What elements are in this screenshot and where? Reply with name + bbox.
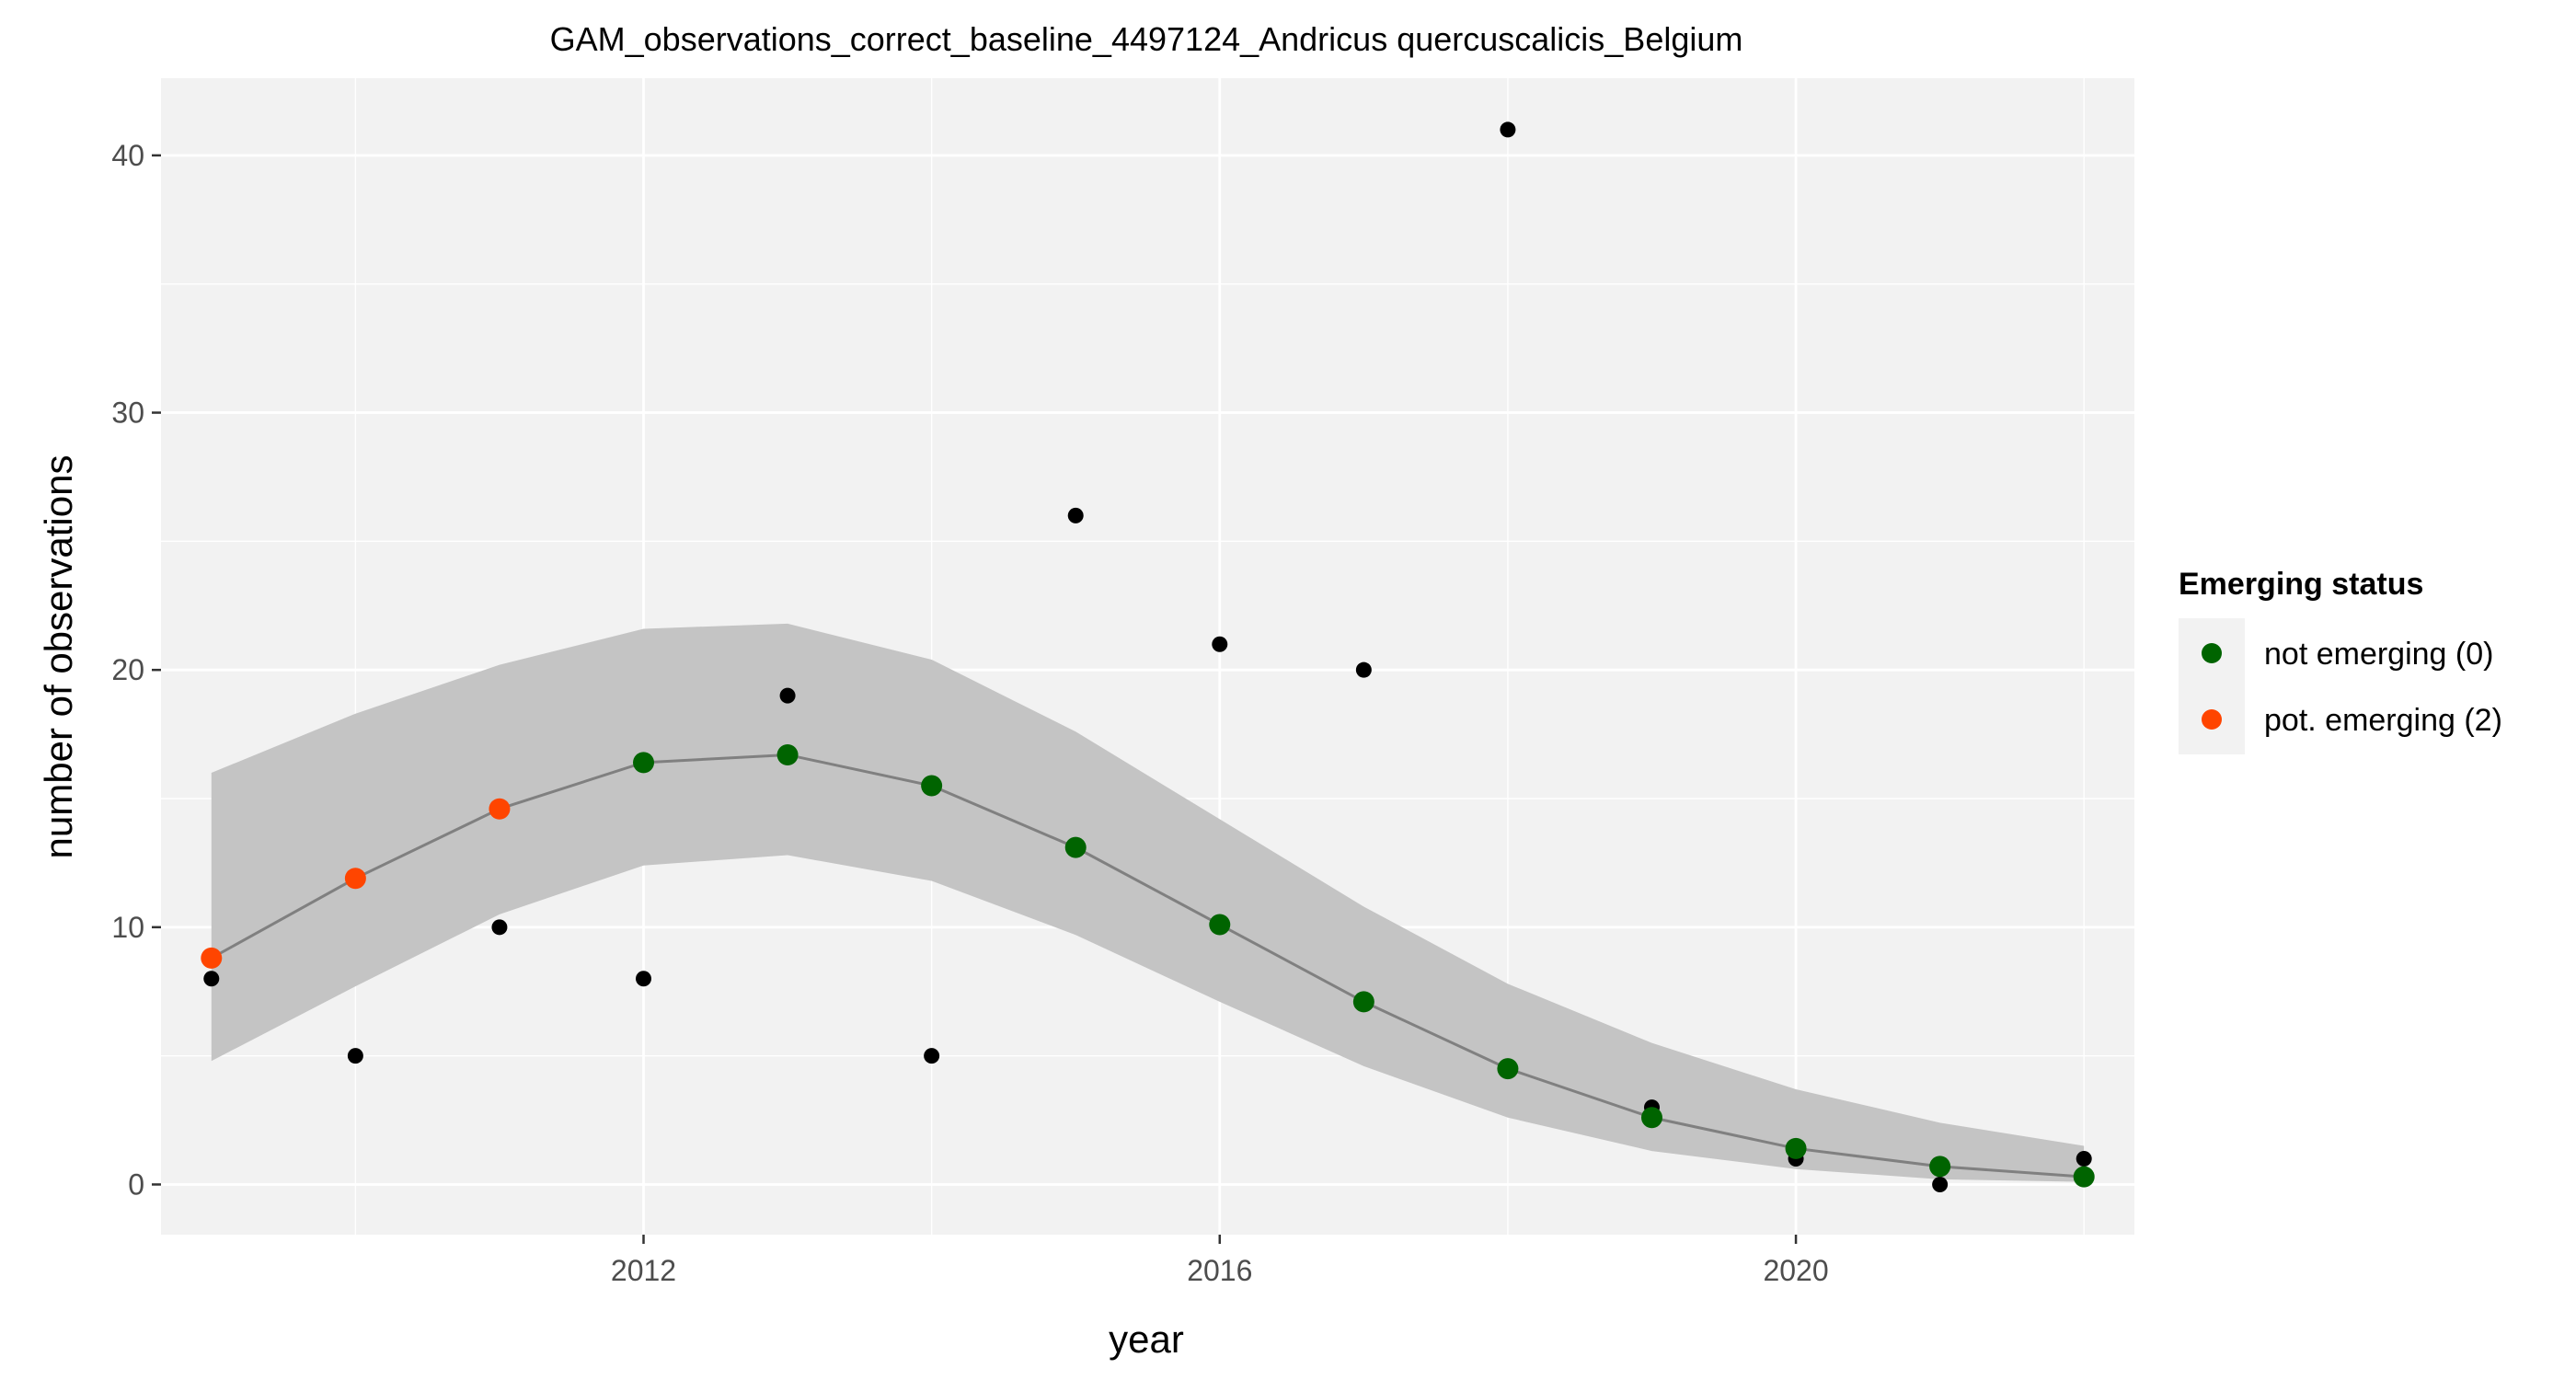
fitted-point	[776, 743, 799, 765]
legend-key-background	[2179, 618, 2245, 754]
fitted-point	[344, 868, 366, 890]
x-tick-label: 2016	[1187, 1254, 1252, 1287]
fitted-line	[211, 753, 2085, 1179]
fitted-point	[921, 775, 943, 797]
fitted-point	[489, 798, 511, 820]
fitted-point	[1640, 1107, 1662, 1129]
observed-points	[203, 121, 2092, 1192]
fitted-series-line	[211, 753, 2085, 1179]
fitted-point	[1929, 1156, 1951, 1178]
plot-panel	[161, 78, 2134, 1235]
observed-point	[636, 971, 652, 987]
fitted-point	[1209, 914, 1231, 936]
observed-point	[1500, 121, 1516, 138]
x-tick-label: 2012	[611, 1254, 676, 1287]
fitted-point	[1064, 836, 1087, 858]
observed-point	[1355, 661, 1372, 678]
fitted-point	[2073, 1166, 2095, 1188]
x-axis-title: year	[1109, 1317, 1184, 1361]
observed-point	[2076, 1151, 2092, 1167]
y-tick-label: 0	[128, 1167, 144, 1201]
legend: Emerging status not emerging (0) pot. em…	[2179, 567, 2502, 754]
y-tick-label: 30	[111, 397, 144, 430]
observed-point	[1932, 1176, 1949, 1192]
legend-title: Emerging status	[2179, 567, 2423, 602]
observed-point	[347, 1048, 363, 1064]
fitted-point	[1352, 991, 1374, 1013]
legend-swatch-not-emerging	[2202, 643, 2222, 663]
observed-point	[924, 1048, 940, 1064]
legend-label-pot-emerging: pot. emerging (2)	[2264, 703, 2502, 738]
legend-swatch-pot-emerging	[2202, 709, 2222, 730]
confidence-band	[211, 623, 2085, 1182]
observed-point	[491, 919, 508, 936]
fitted-point	[633, 752, 655, 774]
fitted-point	[201, 947, 223, 969]
y-axis-title: number of observations	[37, 455, 80, 859]
y-tick-label: 40	[111, 139, 144, 172]
observed-point	[1067, 507, 1084, 523]
y-tick-label: 20	[111, 653, 144, 686]
observed-point	[779, 687, 796, 704]
observed-point	[1212, 636, 1228, 652]
fitted-point	[1785, 1137, 1807, 1159]
y-axis-ticks: 0 10 20 30 40	[111, 139, 161, 1201]
confidence-band-area	[211, 623, 2085, 1182]
observed-point	[203, 971, 220, 987]
y-tick-label: 10	[111, 911, 144, 944]
chart-title: GAM_observations_correct_baseline_449712…	[550, 20, 1743, 58]
fitted-point	[1497, 1058, 1519, 1080]
x-axis-ticks: 2012 2016 2020	[611, 1235, 1829, 1287]
fitted-points	[201, 743, 2095, 1188]
legend-label-not-emerging: not emerging (0)	[2264, 637, 2493, 672]
x-tick-label: 2020	[1763, 1254, 1828, 1287]
